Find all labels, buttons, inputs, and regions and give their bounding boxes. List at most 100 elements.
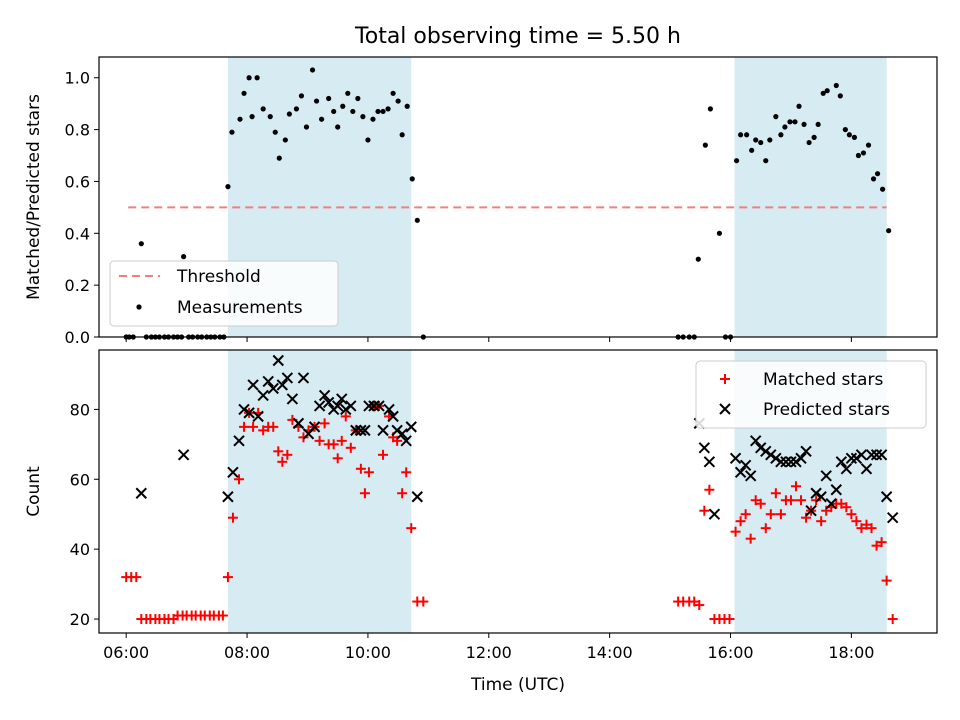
data-point xyxy=(785,495,796,506)
data-point xyxy=(365,137,371,143)
data-point xyxy=(825,498,837,510)
x-tick-label: 14:00 xyxy=(587,643,633,662)
data-point xyxy=(820,470,832,482)
data-point xyxy=(360,114,366,120)
data-point xyxy=(790,456,802,468)
data-point xyxy=(335,124,341,130)
data-point xyxy=(707,106,713,112)
data-point xyxy=(770,452,782,465)
data-point xyxy=(314,435,325,446)
data-point xyxy=(273,446,284,457)
data-point xyxy=(796,495,807,506)
data-point xyxy=(395,98,401,104)
data-point xyxy=(248,421,259,432)
data-point xyxy=(387,410,399,423)
data-point xyxy=(282,449,293,460)
data-point-stroke xyxy=(886,511,899,524)
data-point xyxy=(359,424,371,437)
data-point xyxy=(181,254,187,260)
data-point xyxy=(785,456,797,468)
data-point-stroke xyxy=(227,466,239,478)
data-point xyxy=(405,421,417,433)
data-point xyxy=(744,470,757,482)
data-point xyxy=(411,491,423,503)
x-tick-label: 10:00 xyxy=(345,643,391,662)
data-point-stroke xyxy=(411,491,423,503)
data-point xyxy=(396,428,408,440)
data-point xyxy=(297,372,310,384)
data-point xyxy=(309,67,316,73)
data-point xyxy=(378,449,389,460)
data-point xyxy=(875,449,888,461)
data-point xyxy=(276,379,289,391)
data-point xyxy=(703,456,716,468)
data-point xyxy=(795,452,807,465)
legend-matched-label: Matched stars xyxy=(763,370,883,390)
data-point xyxy=(775,456,787,468)
data-point-stroke xyxy=(698,442,711,454)
data-point xyxy=(749,435,762,447)
data-point-stroke xyxy=(835,456,848,468)
data-point-stroke xyxy=(322,396,335,409)
data-point xyxy=(276,155,282,161)
data-point-stroke xyxy=(765,449,777,461)
data-point xyxy=(730,526,741,537)
data-point-stroke xyxy=(359,424,371,437)
data-point xyxy=(778,132,784,138)
data-point xyxy=(331,108,337,115)
data-point xyxy=(719,403,731,415)
data-point xyxy=(815,121,821,128)
data-point xyxy=(865,449,878,461)
plot-frame xyxy=(98,56,938,338)
data-point xyxy=(880,491,893,503)
data-point-stroke xyxy=(135,487,148,499)
legend-box xyxy=(695,360,927,429)
data-point-stroke xyxy=(177,449,190,461)
data-point xyxy=(355,424,367,437)
data-point xyxy=(810,487,822,499)
data-point-stroke xyxy=(297,372,310,384)
data-point xyxy=(404,103,410,109)
data-point xyxy=(860,150,867,156)
data-point xyxy=(760,445,772,458)
data-point xyxy=(340,403,352,416)
legend-threshold-label: Threshold xyxy=(176,267,261,287)
y-tick-label: 0.2 xyxy=(65,276,90,295)
data-point xyxy=(811,495,822,506)
data-point xyxy=(820,90,826,96)
data-point xyxy=(272,354,284,367)
data-point-stroke xyxy=(708,508,721,520)
bottom-panel: 20 40 60 80 06:00 08:00 10:00 12:00 14:00 16:00 18… xyxy=(24,349,938,662)
data-point xyxy=(816,516,827,527)
data-point-stroke xyxy=(405,421,417,433)
data-point xyxy=(695,256,701,262)
legend: Matched stars Predicted stars xyxy=(695,360,927,429)
data-point-stroke xyxy=(790,456,802,468)
data-point-stroke xyxy=(845,452,858,465)
y-tick-label: 80 xyxy=(70,400,90,419)
data-point xyxy=(268,421,279,432)
data-point-stroke xyxy=(870,449,883,461)
data-point xyxy=(734,466,747,478)
data-point xyxy=(750,495,761,506)
data-point-stroke xyxy=(875,449,888,461)
data-point xyxy=(815,491,827,503)
data-point-stroke xyxy=(780,456,792,468)
data-point xyxy=(217,610,228,621)
data-point-stroke xyxy=(739,459,752,472)
data-point xyxy=(855,449,868,461)
data-point-stroke xyxy=(350,424,362,437)
data-point xyxy=(380,108,386,115)
data-point xyxy=(860,463,873,475)
data-point xyxy=(824,88,830,94)
data-point xyxy=(870,176,877,182)
data-point xyxy=(293,106,300,112)
data-point xyxy=(837,93,843,99)
data-point xyxy=(350,424,362,437)
data-point xyxy=(733,158,740,164)
data-point xyxy=(418,596,429,607)
data-point xyxy=(332,400,344,412)
data-point xyxy=(720,374,730,384)
data-point-stroke xyxy=(345,400,357,412)
data-point-stroke xyxy=(830,484,842,496)
